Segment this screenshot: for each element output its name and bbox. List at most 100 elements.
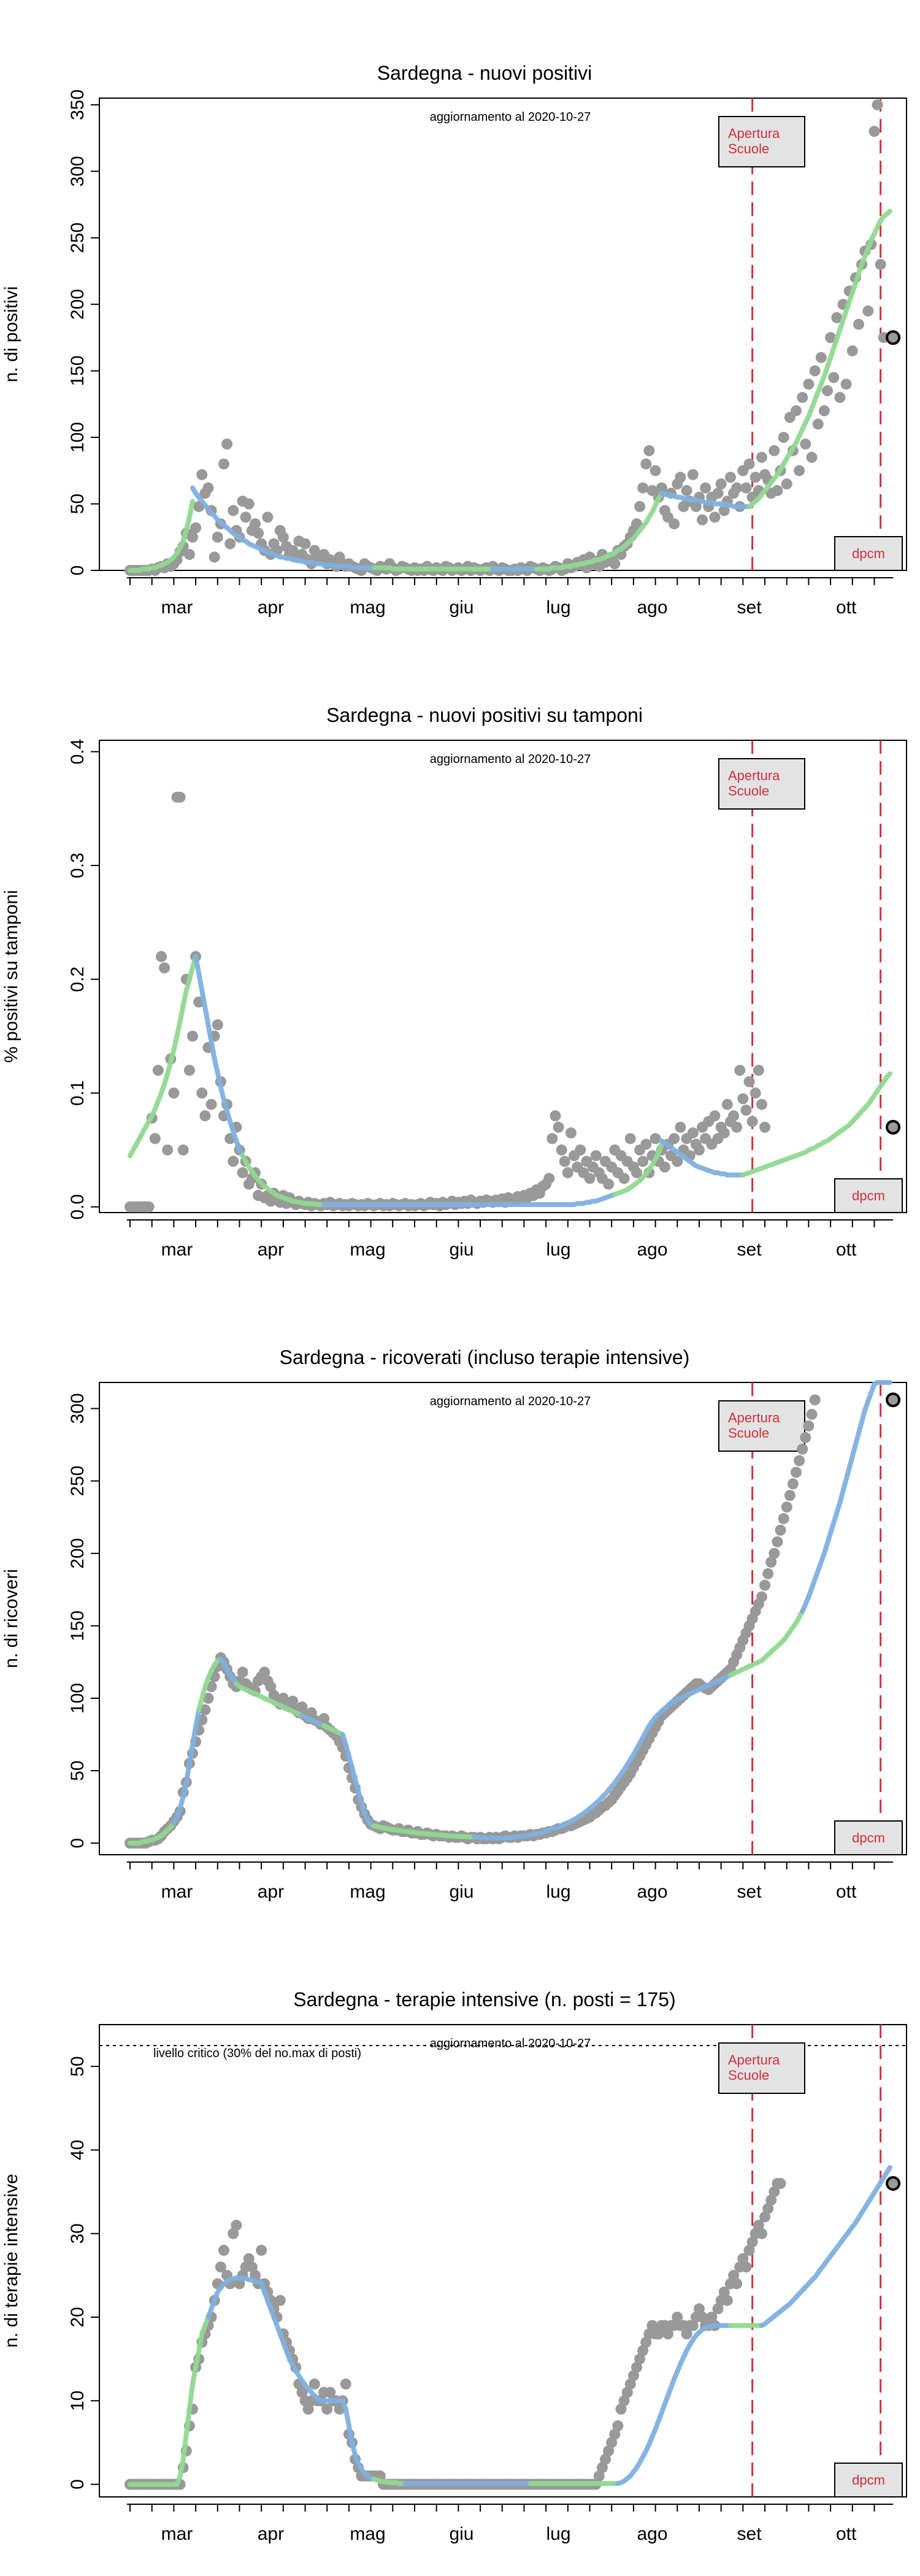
data-points xyxy=(125,1394,821,1849)
data-point xyxy=(556,1144,567,1156)
data-point xyxy=(593,2470,605,2482)
data-point xyxy=(787,1478,799,1490)
data-point xyxy=(202,1692,214,1704)
event-label-text: Apertura xyxy=(728,1410,780,1425)
data-point xyxy=(562,1167,573,1179)
data-point xyxy=(183,548,195,560)
data-point xyxy=(693,1144,705,1156)
event-label-text: Apertura xyxy=(728,768,780,783)
data-point xyxy=(759,1579,771,1591)
data-point xyxy=(762,1568,774,1579)
trend-segment xyxy=(234,1681,305,1719)
update-note: aggiornamento al 2020-10-27 xyxy=(430,2037,591,2050)
data-point xyxy=(168,1087,180,1099)
trend-lines xyxy=(128,209,892,573)
x-tick-label: lug xyxy=(546,1240,571,1260)
plot-frame xyxy=(99,2024,907,2497)
data-point xyxy=(609,2428,621,2440)
data-point xyxy=(800,1432,811,1443)
trend-segment xyxy=(612,1141,664,1197)
data-point xyxy=(155,951,167,962)
y-tick-label: 300 xyxy=(67,156,88,186)
data-point xyxy=(812,418,824,430)
data-point xyxy=(237,1666,248,1678)
chart-3-title: Sardegna - ricoverati (incluso terapie i… xyxy=(280,1346,690,1368)
data-point xyxy=(231,2220,242,2231)
x-tick-label: ott xyxy=(836,1240,857,1260)
x-axis: mar apr mag giu lug ago set ott xyxy=(126,1219,894,1260)
y-tick-label: 50 xyxy=(67,1760,88,1781)
data-point xyxy=(149,1133,161,1144)
trend-segment xyxy=(740,1071,892,1178)
data-point xyxy=(718,1127,730,1139)
data-point xyxy=(590,1150,602,1162)
y-tick-label: 150 xyxy=(67,1611,88,1641)
data-point xyxy=(759,2211,771,2223)
data-point xyxy=(637,482,649,494)
data-point xyxy=(724,472,736,483)
data-point xyxy=(753,1065,764,1076)
last-data-point xyxy=(886,2175,901,2191)
trend-segment xyxy=(190,485,377,570)
plot-frame xyxy=(99,98,907,571)
event-label-text: dpcm xyxy=(852,546,885,561)
y-tick-label: 0 xyxy=(67,1838,88,1849)
data-point xyxy=(778,432,789,443)
trend-segment xyxy=(615,2323,733,2486)
data-point xyxy=(743,458,755,470)
data-point xyxy=(803,378,815,390)
data-point xyxy=(809,365,821,377)
data-point xyxy=(296,2386,308,2398)
data-point xyxy=(731,482,743,494)
event-label-text: Scuole xyxy=(728,141,769,156)
data-point xyxy=(721,1098,733,1110)
data-point xyxy=(650,1133,661,1144)
data-point xyxy=(624,1133,636,1144)
event-label-box xyxy=(718,1400,805,1452)
data-point xyxy=(693,2303,705,2315)
x-tick-label: mar xyxy=(161,1240,193,1260)
data-point xyxy=(718,2287,730,2298)
data-point xyxy=(274,2294,286,2306)
trend-segment xyxy=(259,2281,345,2404)
data-point xyxy=(675,472,686,483)
data-point xyxy=(756,2228,767,2239)
data-point xyxy=(575,1144,586,1156)
chart-3-title-text: Sardegna - ricoverati (incluso terapie i… xyxy=(280,1346,690,1368)
y-tick-label: 20 xyxy=(67,2307,88,2327)
trend-lines xyxy=(128,1380,892,1846)
x-tick-label: giu xyxy=(449,2524,473,2544)
event-label-text: Scuole xyxy=(728,2068,769,2083)
trend-segment xyxy=(218,1657,239,1687)
plot-frame xyxy=(99,1382,907,1855)
data-point xyxy=(687,2320,699,2331)
data-point xyxy=(781,478,792,490)
trend-lines xyxy=(128,2165,892,2487)
x-tick-label: apr xyxy=(258,2524,284,2544)
x-tick-label: lug xyxy=(546,597,571,618)
x-tick-label: ott xyxy=(836,2524,857,2544)
y-tick-label: 250 xyxy=(67,1466,88,1497)
data-point xyxy=(669,518,680,530)
data-point xyxy=(177,1144,189,1156)
data-point xyxy=(240,512,251,523)
data-point xyxy=(318,1712,330,1724)
trend-segment xyxy=(321,1723,345,1737)
data-point xyxy=(756,1098,767,1110)
data-point xyxy=(653,2328,664,2340)
data-point xyxy=(868,126,880,137)
x-tick-label: mag xyxy=(350,597,385,618)
data-point xyxy=(199,1110,211,1122)
data-point xyxy=(603,1178,615,1190)
x-tick-label: ago xyxy=(637,597,667,618)
data-point xyxy=(550,1110,561,1122)
data-point xyxy=(603,2445,615,2457)
data-point xyxy=(631,518,642,530)
x-tick-label: ago xyxy=(637,1882,667,1902)
chart-1-panel: 0 50 100 150 200 250 300 350 n. di positivi mar ap… xyxy=(1,90,907,618)
data-point xyxy=(712,488,724,499)
x-tick-label: mar xyxy=(161,597,193,618)
data-point xyxy=(778,1513,789,1525)
y-tick-label: 50 xyxy=(67,2056,88,2076)
y-tick-label: 0.3 xyxy=(67,853,88,878)
